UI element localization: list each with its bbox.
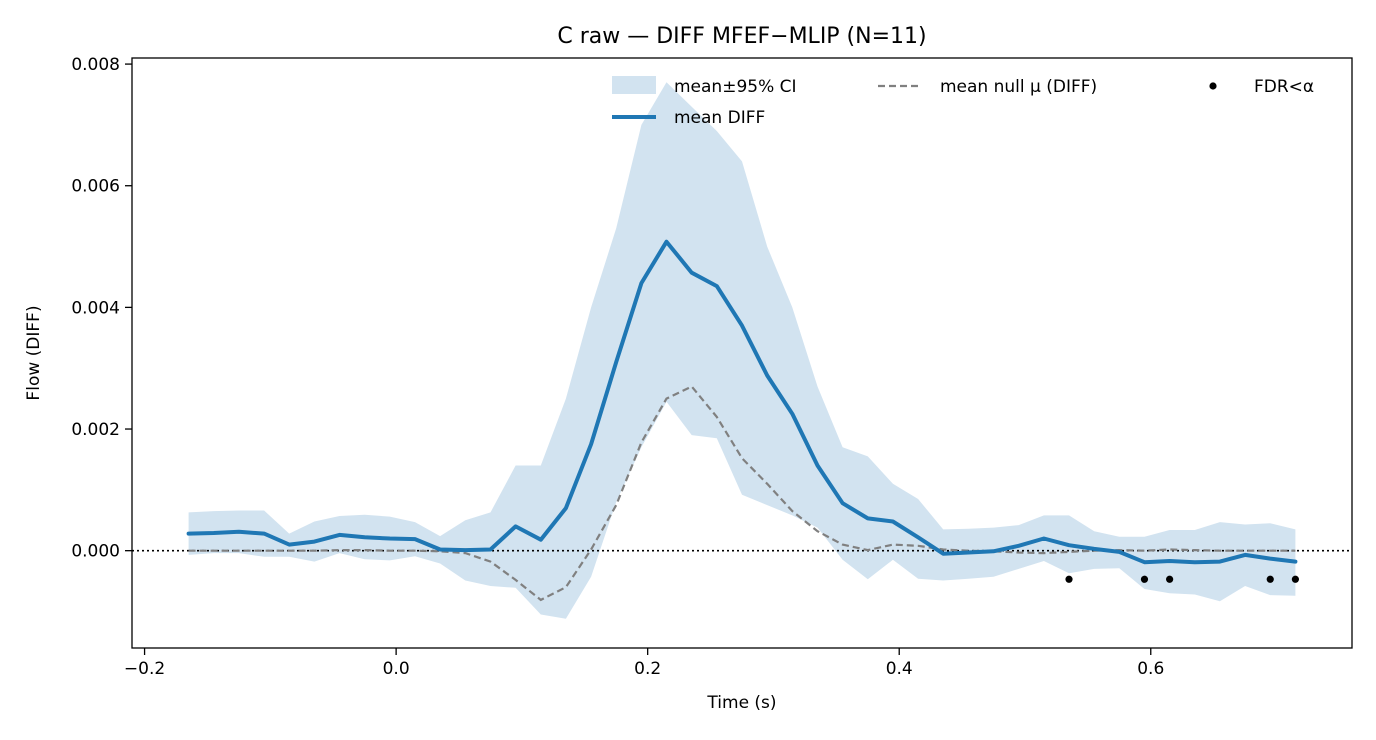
axes-frame: [131, 57, 1353, 649]
plot-area: −0.2 0.0 0.2 0.4 0.6 0.000 0.002 0.004 0.006 0.00…: [71, 55, 1353, 679]
x-tick-label: 0.2: [634, 659, 661, 679]
y-tick-label: 0.004: [71, 298, 120, 318]
y-axis-label: Flow (DIFF): [24, 305, 44, 400]
legend-label-null: mean null μ (DIFF): [940, 77, 1097, 97]
legend-swatch-sig: [1209, 82, 1217, 90]
x-tick-label: −0.2: [124, 659, 165, 679]
x-tick-label: 0.4: [886, 659, 913, 679]
y-tick-label: 0.000: [71, 542, 120, 562]
significance-marker: [1065, 575, 1073, 583]
x-tick-label: 0.6: [1137, 659, 1164, 679]
x-axis-label: Time (s): [706, 693, 776, 713]
legend-label-sig: FDR<α: [1254, 77, 1314, 97]
ci-band: [188, 82, 1296, 619]
y-tick-label: 0.008: [71, 55, 120, 75]
y-tick-label: 0.006: [71, 177, 120, 197]
legend-label-mean: mean DIFF: [674, 108, 765, 128]
significance-marker: [1266, 575, 1274, 583]
significance-marker: [1291, 575, 1300, 583]
chart-title: C raw — DIFF MFEF−MLIP (N=11): [557, 24, 926, 49]
significance-marker: [1140, 575, 1149, 583]
x-tick-label: 0.0: [383, 659, 410, 679]
legend: mean±95% CI mean DIFF mean null μ (DIFF)…: [612, 76, 1314, 128]
mean-diff-line: [186, 239, 1298, 565]
legend-swatch-ci: [612, 76, 656, 94]
legend-label-ci: mean±95% CI: [674, 77, 797, 97]
y-tick-label: 0.002: [71, 420, 120, 440]
significance-marker: [1166, 575, 1174, 583]
